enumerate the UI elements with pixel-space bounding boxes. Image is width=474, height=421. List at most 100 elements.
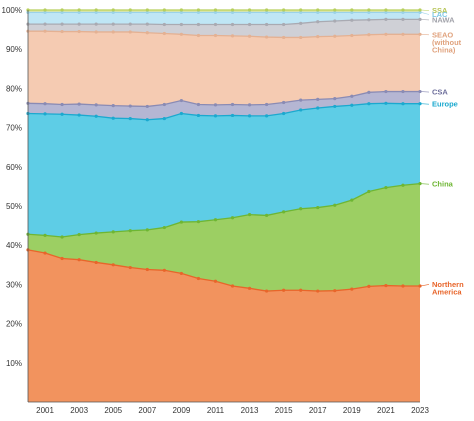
point-csa-2010 <box>196 102 201 107</box>
point-ssa-2023 <box>418 8 422 12</box>
point-lac-2021 <box>384 10 388 14</box>
point-europe-2008 <box>162 116 166 121</box>
point-lac-2008 <box>162 10 166 14</box>
line-northern-america <box>27 249 420 292</box>
point-csa-2015 <box>282 100 286 105</box>
label-line: SSA <box>432 6 448 15</box>
point-china-2014 <box>265 213 269 218</box>
x-tick-labels: 2001 2003 2005 2007 2009 2011 2013 2015 2017 2019… <box>36 406 429 415</box>
point-csa-2021 <box>384 89 388 94</box>
point-ssa-2008 <box>162 8 166 12</box>
point-seao-without-china-2001 <box>43 29 47 33</box>
point-csa-2017 <box>316 97 320 101</box>
x-tick-label: 2017 <box>309 406 327 415</box>
area-nawa <box>28 19 420 38</box>
x-tick-label: 2021 <box>377 406 395 415</box>
point-lac-2001 <box>43 10 47 14</box>
label-nawa: NAWA <box>432 15 455 24</box>
point-lac-2015 <box>282 10 286 14</box>
label-leader <box>420 19 430 21</box>
point-csa-2023 <box>418 89 422 94</box>
point-europe-2023 <box>418 102 422 106</box>
label-leader <box>420 284 430 287</box>
point-csa-2006 <box>128 104 132 108</box>
area-northern-america <box>28 249 420 402</box>
point-china-2002 <box>60 235 64 239</box>
point-ssa-2010 <box>196 8 201 12</box>
point-lac-2004 <box>94 10 98 14</box>
point-csa-2009 <box>179 98 183 103</box>
point-europe-2019 <box>350 103 354 107</box>
point-seao-without-china-2021 <box>384 32 388 36</box>
x-tick-label: 2001 <box>36 406 54 415</box>
label-europe: Europe <box>432 100 458 109</box>
label-leader <box>420 183 430 185</box>
point-csa-2016 <box>299 98 303 102</box>
label-line: America <box>432 288 462 297</box>
point-europe-2020 <box>367 102 371 106</box>
point-csa-2012 <box>230 102 235 107</box>
point-csa-2020 <box>367 90 371 94</box>
x-tick-label: 2013 <box>241 406 259 415</box>
point-europe-2001 <box>43 112 47 116</box>
point-ssa-2014 <box>265 8 269 12</box>
point-nawa-2016 <box>299 21 303 25</box>
point-nawa-2018 <box>333 19 337 23</box>
line-seao-without-china <box>28 30 420 39</box>
point-seao-without-china-2022 <box>401 32 405 36</box>
point-northern-america-2013 <box>247 286 252 290</box>
point-nawa-2009 <box>179 22 183 27</box>
point-ssa-2003 <box>77 8 81 12</box>
point-northern-america-2018 <box>333 289 337 293</box>
point-seao-without-china-2020 <box>367 33 371 37</box>
point-seao-without-china-2009 <box>179 32 183 36</box>
point-lac-2009 <box>179 10 183 14</box>
area-seao-without-china <box>28 31 420 107</box>
point-ssa-2012 <box>230 8 235 12</box>
point-lac-2019 <box>350 10 354 14</box>
line-nawa <box>28 18 420 26</box>
point-europe-2005 <box>111 116 115 120</box>
point-seao-without-china-2008 <box>162 31 166 36</box>
x-tick-label: 2009 <box>172 406 190 415</box>
point-china-2016 <box>299 207 303 211</box>
point-seao-without-china-2010 <box>196 33 201 38</box>
y-tick-label: 60% <box>6 163 22 172</box>
point-china-2023 <box>418 182 422 186</box>
area-layers <box>28 10 420 402</box>
point-nawa-2006 <box>128 22 132 26</box>
point-china-2008 <box>162 225 166 230</box>
point-europe-2016 <box>299 108 303 112</box>
point-ssa-2021 <box>384 8 388 12</box>
point-csa-2003 <box>77 102 81 106</box>
point-seao-without-china-2004 <box>94 30 98 34</box>
x-tick-label: 2011 <box>207 406 225 415</box>
x-tick-label: 2005 <box>104 406 122 415</box>
point-china-2013 <box>247 213 252 217</box>
y-tick-label: 70% <box>6 124 22 133</box>
label-line: CSA <box>432 88 448 97</box>
point-lac-2011 <box>213 10 218 14</box>
point-seao-without-china-2015 <box>282 35 286 40</box>
point-lac-2016 <box>299 10 303 14</box>
point-nawa-2002 <box>60 22 64 26</box>
point-lac-2006 <box>128 10 132 14</box>
label-northern-america: Northern America <box>432 280 464 297</box>
point-northern-america-2014 <box>265 289 269 293</box>
point-seao-without-china-2017 <box>316 35 320 39</box>
point-northern-america-2022 <box>401 284 405 288</box>
label-lac: LAC <box>432 10 448 19</box>
point-europe-2004 <box>94 114 98 118</box>
point-china-2004 <box>94 231 98 235</box>
point-csa-2007 <box>145 104 149 109</box>
point-nawa-2011 <box>213 22 218 27</box>
point-csa-2022 <box>401 89 405 94</box>
point-ssa-2004 <box>94 8 98 12</box>
point-lac-2002 <box>60 10 64 14</box>
point-europe-2010 <box>196 113 201 118</box>
point-nawa-2022 <box>401 17 405 22</box>
line-europe <box>27 102 420 121</box>
point-china-2001 <box>43 233 47 237</box>
y-tick-labels: 10% 20% 30% 40% 50% 60% 70% 80% 90% 100% <box>2 6 22 368</box>
